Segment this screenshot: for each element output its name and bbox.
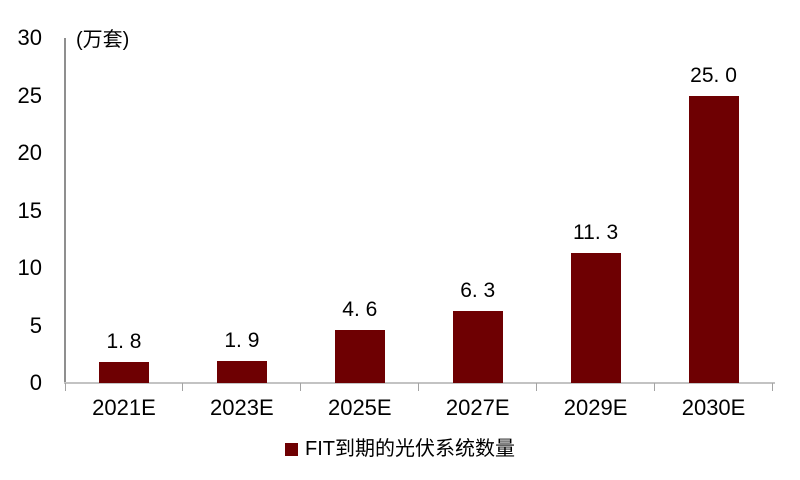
y-axis-tick-label: 5 <box>29 312 42 338</box>
bar-value-label: 6. 3 <box>460 278 496 302</box>
x-axis-category-label: 2021E <box>92 395 156 420</box>
y-axis-unit-label: (万套) <box>76 29 130 51</box>
bar-value-label: 1. 8 <box>106 330 142 354</box>
x-axis-category-label: 2027E <box>445 395 510 420</box>
bar-2027E <box>452 310 503 383</box>
bar-value-label: 25. 0 <box>690 63 737 87</box>
x-axis-tick-mark <box>300 383 302 391</box>
bar-2030E <box>688 95 739 383</box>
y-axis-tick-label: 10 <box>17 255 42 280</box>
x-axis-tick-mark <box>772 383 773 391</box>
y-axis-tick-label: 15 <box>17 197 42 223</box>
x-axis-line <box>64 382 775 384</box>
bar-2021E <box>98 362 149 383</box>
bar-value-label: 11. 3 <box>573 221 619 245</box>
x-axis-tick-mark <box>418 383 420 391</box>
x-axis-category-label: 2025E <box>327 395 392 420</box>
x-axis-category-label: 2030E <box>681 395 746 420</box>
legend-marker-square <box>285 442 298 456</box>
y-axis-tick-label: 20 <box>17 140 42 165</box>
legend: FIT到期的光伏系统数量 <box>0 436 800 462</box>
y-axis-tick-label: 30 <box>17 25 42 50</box>
legend-label: FIT到期的光伏系统数量 <box>305 438 515 460</box>
x-axis-tick-mark <box>536 383 538 391</box>
bar-2023E <box>216 361 267 383</box>
x-axis-category-label: 2023E <box>210 395 274 420</box>
x-axis-tick-mark <box>64 383 66 391</box>
x-axis-tick-mark <box>654 383 656 391</box>
x-axis-category-label: 2029E <box>563 395 628 420</box>
bar-value-label: 4. 6 <box>342 298 378 322</box>
x-axis-tick-mark <box>182 383 184 391</box>
bar-2025E <box>334 330 385 383</box>
y-axis-tick-label: 0 <box>29 370 42 395</box>
y-axis-line <box>63 38 66 383</box>
y-axis-tick-label: 25 <box>17 82 42 108</box>
bar-2029E <box>570 253 621 383</box>
bar-value-label: 1. 9 <box>224 329 260 353</box>
